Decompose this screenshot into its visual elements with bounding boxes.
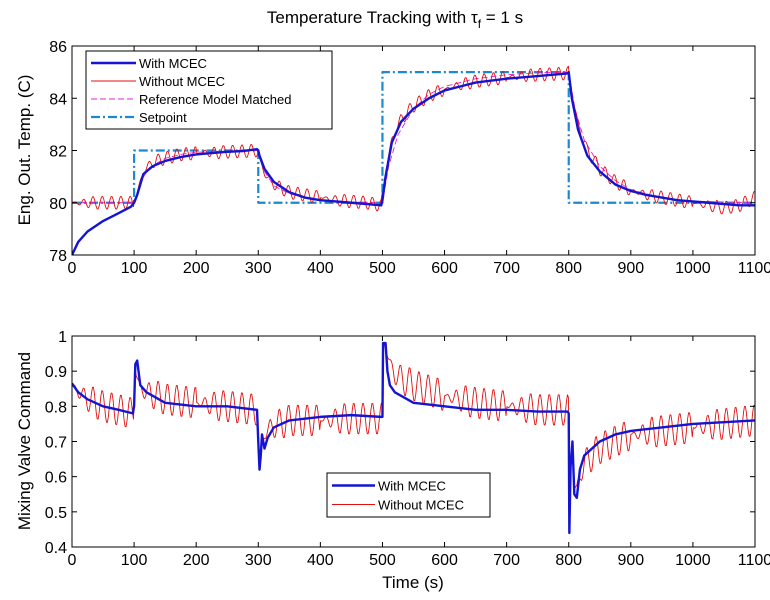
- x-tick-label: 200: [183, 260, 210, 277]
- legend-label: Without MCEC: [139, 74, 225, 89]
- x-tick-label: 900: [617, 260, 644, 277]
- y-tick-label: 0.6: [45, 470, 67, 487]
- x-tick-label: 200: [183, 552, 210, 569]
- legend-label: With MCEC: [378, 479, 446, 494]
- series-group: [72, 341, 755, 535]
- x-tick-label: 400: [307, 260, 334, 277]
- x-tick-label: 500: [369, 260, 396, 277]
- x-tick-label: 700: [493, 260, 520, 277]
- legend: With MCEC Without MCEC: [326, 472, 491, 518]
- y-tick-label: 0.7: [45, 435, 67, 452]
- top-panel: 0 100 200 300 400 500 600 700 800 900 1000 1100 78 80…: [49, 39, 770, 277]
- legend-box: [326, 472, 491, 518]
- bottom-y-axis-label: Mixing Valve Command: [15, 352, 34, 530]
- y-tick-label: 0.8: [45, 399, 67, 416]
- series-group: [72, 65, 755, 255]
- x-tick-label: 0: [68, 552, 77, 569]
- y-tick-label: 1: [58, 329, 67, 346]
- bottom-x-axis-label: Time (s): [382, 573, 444, 592]
- legend-label: Reference Model Matched: [139, 92, 291, 107]
- x-tick-label: 100: [121, 260, 148, 277]
- x-tick-label: 1100: [738, 552, 770, 569]
- series-line-with-mcec: [72, 70, 755, 255]
- x-tick-label: 600: [431, 260, 458, 277]
- x-tick-label: 400: [307, 552, 334, 569]
- x-tick-label: 600: [431, 552, 458, 569]
- x-tick-label: 0: [68, 260, 77, 277]
- x-tick-label: 700: [493, 552, 520, 569]
- series-line-without-mcec: [72, 65, 755, 215]
- legend-label: Setpoint: [139, 110, 187, 125]
- top-y-axis-label: Eng. Out. Temp. (C): [15, 75, 34, 226]
- x-tick-label: 1000: [675, 260, 711, 277]
- x-tick-label: 300: [245, 260, 272, 277]
- bottom-panel: 0 100 200 300 400 500 600 700 800 900 1000 1100 0.4 0…: [45, 329, 770, 569]
- legend-label: Without MCEC: [378, 498, 464, 513]
- series-line-with-mcec: [72, 341, 755, 535]
- x-tick-label: 900: [617, 552, 644, 569]
- series-line-setpoint: [72, 71, 755, 204]
- x-tick-label: 100: [121, 552, 148, 569]
- x-tick-label: 300: [245, 552, 272, 569]
- x-tick-label: 1100: [738, 260, 770, 277]
- y-tick-label: 82: [49, 144, 67, 161]
- x-tick-label: 1000: [675, 552, 711, 569]
- y-tick-label: 0.5: [45, 505, 67, 522]
- legend: With MCEC Without MCEC Reference Model Mat…: [85, 50, 333, 130]
- x-tick-label: 800: [555, 260, 582, 277]
- y-tick-label: 86: [49, 39, 67, 56]
- y-tick-label: 0.4: [45, 540, 67, 557]
- chart-title: Temperature Tracking with τf = 1 s: [267, 8, 523, 31]
- x-tick-label: 800: [555, 552, 582, 569]
- y-tick-label: 78: [49, 248, 67, 265]
- x-tick-label: 500: [369, 552, 396, 569]
- legend-label: With MCEC: [139, 56, 207, 71]
- y-tick-label: 84: [49, 91, 67, 108]
- y-tick-label: 0.9: [45, 364, 67, 381]
- y-tick-label: 80: [49, 196, 67, 213]
